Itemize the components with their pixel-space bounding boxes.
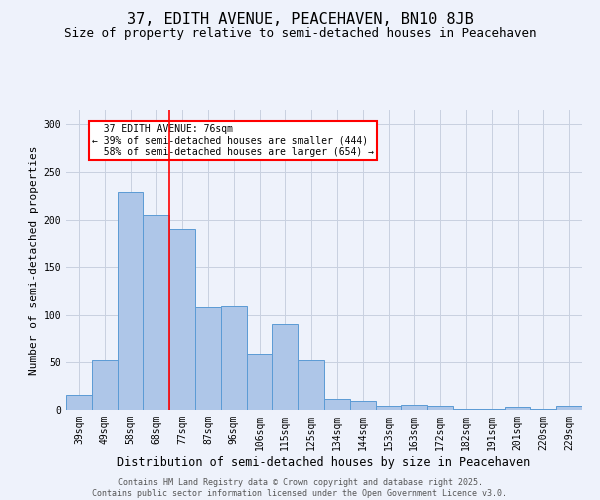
Bar (221, 306, 247, 410)
Bar (272, 324, 298, 410)
Bar (324, 398, 350, 410)
Bar (247, 354, 272, 410)
Bar (479, 409, 505, 410)
Bar (92, 360, 118, 410)
X-axis label: Distribution of semi-detached houses by size in Peacehaven: Distribution of semi-detached houses by … (118, 456, 530, 468)
Bar (505, 407, 530, 410)
Y-axis label: Number of semi-detached properties: Number of semi-detached properties (29, 145, 40, 375)
Text: 37 EDITH AVENUE: 76sqm
← 39% of semi-detached houses are smaller (444)
  58% of : 37 EDITH AVENUE: 76sqm ← 39% of semi-det… (92, 124, 374, 158)
Bar (556, 406, 582, 410)
Bar (376, 406, 401, 410)
Bar (453, 409, 479, 410)
Bar (195, 307, 221, 410)
Bar (66, 395, 92, 410)
Bar (298, 360, 324, 410)
Bar (143, 215, 169, 410)
Text: Size of property relative to semi-detached houses in Peacehaven: Size of property relative to semi-detach… (64, 28, 536, 40)
Bar (169, 229, 195, 410)
Text: 37, EDITH AVENUE, PEACEHAVEN, BN10 8JB: 37, EDITH AVENUE, PEACEHAVEN, BN10 8JB (127, 12, 473, 28)
Bar (401, 405, 427, 410)
Bar (427, 406, 453, 410)
Text: Contains HM Land Registry data © Crown copyright and database right 2025.
Contai: Contains HM Land Registry data © Crown c… (92, 478, 508, 498)
Bar (350, 402, 376, 410)
Bar (530, 409, 556, 410)
Bar (118, 192, 143, 410)
